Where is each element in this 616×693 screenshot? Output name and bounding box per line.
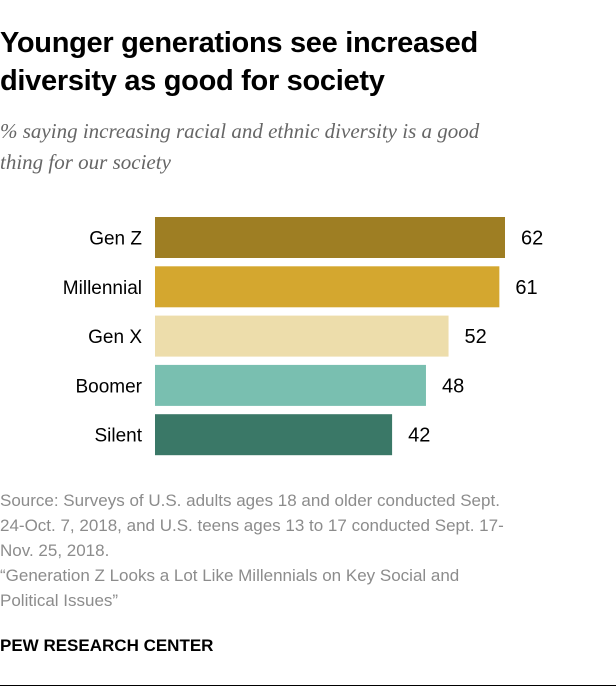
data-label: 62 (521, 228, 543, 250)
bar-millennial (155, 266, 500, 308)
source-line: Political Issues” (0, 591, 119, 610)
source-line: Nov. 25, 2018. (0, 541, 110, 560)
category-label: Gen X (88, 327, 142, 348)
brand-logo-text: PEW RESEARCH CENTER (0, 636, 214, 655)
source-line: Source: Surveys of U.S. adults ages 18 a… (0, 491, 500, 510)
bar-gen-x (155, 315, 449, 357)
bottom-rule (0, 685, 616, 686)
data-label: 52 (465, 326, 487, 348)
chart-subtitle: % saying increasing racial and ethnic di… (0, 116, 616, 178)
source-line: 24-Oct. 7, 2018, and U.S. teens ages 13 … (0, 516, 504, 535)
source-line: “Generation Z Looks a Lot Like Millennia… (0, 566, 460, 585)
bar-boomer (155, 364, 426, 406)
chart-title: Younger generations see increased divers… (0, 24, 616, 100)
data-label: 48 (442, 375, 464, 397)
subtitle-line: thing for our society (0, 150, 171, 174)
category-label: Millennial (63, 278, 142, 299)
category-label: Gen Z (89, 229, 142, 250)
title-line: diversity as good for society (0, 65, 385, 97)
bar-chart: Gen Z 62 Millennial 61 Gen X 52 Boomer 48 Silent… (63, 217, 543, 456)
category-label: Silent (94, 426, 142, 447)
bar-gen-z (155, 217, 505, 258)
data-label: 42 (408, 425, 430, 447)
title-line: Younger generations see increased (0, 27, 478, 59)
data-label: 61 (515, 277, 537, 299)
category-label: Boomer (75, 376, 142, 397)
source-note: Source: Surveys of U.S. adults ages 18 a… (0, 488, 504, 613)
bar-silent (155, 414, 393, 456)
subtitle-line: % saying increasing racial and ethnic di… (0, 119, 480, 143)
